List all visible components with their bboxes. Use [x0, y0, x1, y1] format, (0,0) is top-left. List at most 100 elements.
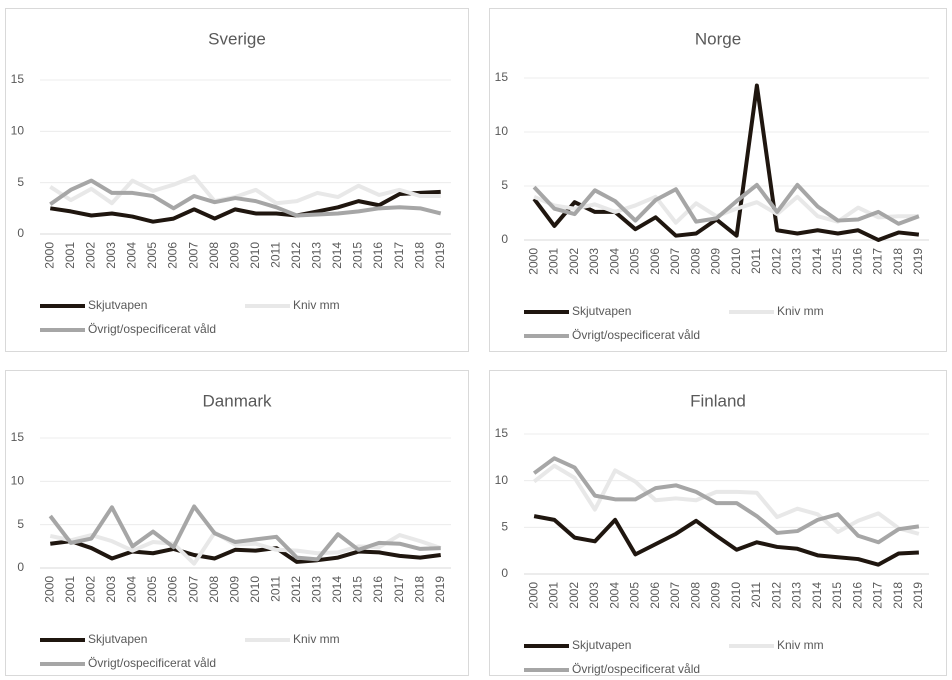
x-tick-label: 2014: [330, 576, 344, 603]
y-tick-label: 5: [501, 178, 508, 192]
legend-label: Övrigt/ospecificerat våld: [88, 322, 216, 336]
legend-label: Kniv mm: [777, 304, 824, 318]
x-tick-label: 2004: [125, 242, 139, 269]
x-tick-label: 2011: [268, 242, 282, 268]
x-tick-label: 2009: [709, 248, 723, 275]
x-tick-label: 2015: [830, 248, 844, 275]
x-tick-label: 2013: [790, 248, 804, 275]
x-tick-label: 2014: [810, 248, 824, 275]
x-tick-label: 2017: [871, 582, 885, 609]
data-line: [49, 530, 442, 566]
y-tick-label: 0: [501, 232, 508, 246]
y-tick-label: 10: [11, 124, 25, 138]
x-tick-label: 2000: [526, 582, 540, 609]
x-tick-label: 2017: [392, 576, 406, 603]
chart-title: Danmark: [203, 391, 272, 410]
legend-label: Övrigt/ospecificerat våld: [572, 662, 700, 676]
y-tick-label: 15: [495, 426, 509, 440]
x-tick-label: 2013: [790, 582, 804, 609]
x-tick-label: 2003: [587, 248, 601, 275]
x-tick-label: 2010: [729, 582, 743, 609]
x-tick-label: 2018: [891, 582, 905, 609]
legend-label: Skjutvapen: [572, 304, 631, 318]
legend-label: Övrigt/ospecificerat våld: [572, 328, 700, 342]
panel-border: [5, 370, 469, 676]
x-tick-label: 2005: [145, 576, 159, 603]
x-tick-label: 2003: [587, 582, 601, 609]
y-tick-label: 0: [17, 560, 24, 574]
x-tick-label: 2015: [351, 576, 365, 603]
x-tick-label: 2016: [850, 582, 864, 609]
y-tick-label: 0: [17, 226, 24, 240]
y-tick-label: 10: [495, 124, 509, 138]
x-tick-label: 2018: [412, 576, 426, 603]
data-line: [533, 194, 919, 225]
x-tick-label: 2001: [63, 576, 77, 603]
y-tick-label: 5: [17, 517, 24, 531]
x-tick-label: 2003: [104, 576, 118, 603]
data-line: [49, 178, 442, 218]
x-tick-label: 2018: [412, 242, 426, 269]
x-tick-label: 2004: [607, 582, 621, 609]
x-tick-label: 2006: [166, 576, 180, 603]
data-line: [532, 463, 920, 536]
x-tick-label: 2009: [709, 582, 723, 609]
x-tick-label: 2011: [749, 248, 763, 274]
chart-panel: Finland 0 5 10 15 2000 2001 2002 2003 2004 2005 200…: [489, 370, 947, 676]
data-line: [50, 539, 441, 564]
x-tick-label: 2011: [749, 582, 763, 608]
x-tick-label: 2019: [911, 582, 925, 609]
x-tick-label: 2000: [42, 242, 56, 269]
x-tick-label: 2005: [628, 248, 642, 275]
x-tick-label: 2007: [186, 576, 200, 603]
y-tick-label: 15: [11, 430, 25, 444]
x-tick-label: 2004: [125, 576, 139, 603]
legend-label: Kniv mm: [293, 298, 340, 312]
panel-border: [489, 370, 947, 676]
x-tick-label: 2018: [891, 248, 905, 275]
chart-panel: Danmark 0 5 10 15 2000 2001 2002 2003 2004 2005 200…: [5, 370, 469, 676]
x-tick-label: 2001: [63, 242, 77, 269]
x-tick-label: 2008: [688, 582, 702, 609]
x-tick-label: 2016: [850, 248, 864, 275]
x-tick-label: 2012: [769, 582, 783, 609]
x-tick-label: 2000: [42, 576, 56, 603]
x-tick-label: 2006: [648, 248, 662, 275]
x-tick-label: 2007: [668, 248, 682, 275]
y-tick-label: 10: [11, 474, 25, 488]
data-line: [532, 83, 920, 242]
x-tick-label: 2004: [607, 248, 621, 275]
x-tick-label: 2012: [769, 248, 783, 275]
x-tick-label: 2001: [547, 582, 561, 609]
legend-label: Kniv mm: [293, 632, 340, 646]
y-tick-label: 10: [495, 473, 509, 487]
legend-label: Skjutvapen: [88, 298, 147, 312]
data-line: [48, 504, 441, 562]
legend-label: Skjutvapen: [88, 632, 147, 646]
x-tick-label: 2013: [310, 576, 324, 603]
y-tick-label: 0: [501, 566, 508, 580]
y-tick-label: 15: [495, 70, 509, 84]
x-tick-label: 2011: [268, 576, 282, 602]
x-tick-label: 2010: [729, 248, 743, 275]
x-tick-label: 2015: [830, 582, 844, 609]
x-tick-label: 2016: [371, 576, 385, 603]
x-tick-label: 2009: [227, 242, 241, 269]
legend-label: Kniv mm: [777, 638, 824, 652]
x-tick-label: 2006: [648, 582, 662, 609]
x-tick-label: 2000: [526, 248, 540, 275]
x-tick-label: 2019: [911, 248, 925, 275]
x-tick-label: 2014: [810, 582, 824, 609]
x-tick-label: 2019: [433, 576, 447, 603]
x-tick-label: 2007: [186, 242, 200, 269]
x-tick-label: 2003: [104, 242, 118, 269]
x-tick-label: 2012: [289, 242, 303, 269]
y-tick-label: 15: [11, 72, 25, 86]
chart-panel: Norge 0 5 10 15 2000 2001 2002 2003 2004 2005 2006 2…: [489, 8, 947, 352]
legend-label: Skjutvapen: [572, 638, 631, 652]
x-tick-label: 2015: [351, 242, 365, 269]
x-tick-label: 2017: [871, 248, 885, 275]
data-line: [532, 456, 920, 545]
